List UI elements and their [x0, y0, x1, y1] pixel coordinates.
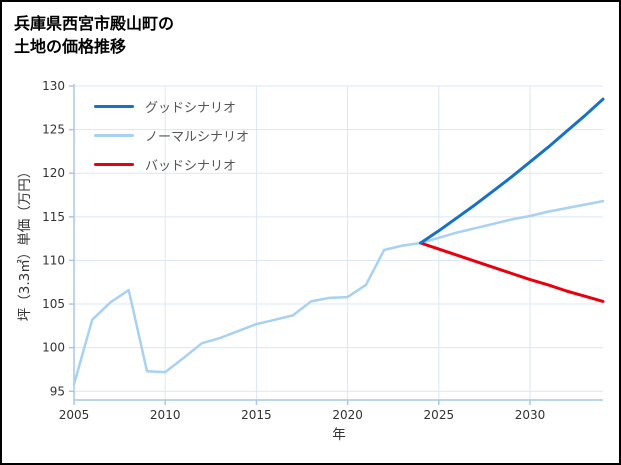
good-scenario-line-swatch [94, 105, 134, 108]
good-scenario-line [419, 97, 605, 245]
y-tick-label: 120 [42, 166, 65, 180]
y-axis-label: 坪（3.3㎡）単価（万円） [17, 164, 33, 322]
normal-scenario-line [72, 199, 605, 386]
legend-item-good-scenario: グッドシナリオ [94, 92, 249, 121]
y-tick-label: 125 [42, 123, 65, 137]
x-tick-label: 2020 [332, 408, 363, 422]
normal-scenario-line-swatch [94, 134, 134, 137]
y-tick-label: 110 [42, 253, 65, 267]
y-tick-label: 100 [42, 341, 65, 355]
legend-label-normal-scenario: ノーマルシナリオ [145, 130, 250, 145]
y-tick-label: 95 [50, 384, 65, 398]
x-tick-label: 2010 [150, 408, 181, 422]
legend-label-good-scenario: グッドシナリオ [145, 101, 237, 116]
legend-item-normal-scenario: ノーマルシナリオ [94, 121, 249, 150]
legend: グッドシナリオ ノーマルシナリオ バッドシナリオ [94, 92, 249, 179]
legend-label-bad-scenario: バッドシナリオ [145, 159, 237, 174]
x-tick-label: 2015 [241, 408, 272, 422]
legend-item-bad-scenario: バッドシナリオ [94, 150, 249, 179]
x-tick-label: 2025 [424, 408, 455, 422]
x-tick-label: 2030 [515, 408, 546, 422]
x-axis-label: 年 [332, 427, 346, 443]
chart-title-line1: 兵庫県西宮市殿山町の [14, 14, 175, 33]
chart-title: 兵庫県西宮市殿山町の 土地の価格推移 [14, 12, 174, 58]
y-tick-label: 130 [42, 79, 65, 93]
bad-scenario-line-swatch [94, 163, 134, 166]
bad-scenario-line [419, 241, 605, 303]
y-tick-label: 105 [42, 297, 65, 311]
x-tick-label: 2005 [59, 408, 90, 422]
y-tick-label: 115 [42, 210, 65, 224]
chart-title-line2: 土地の価格推移 [14, 37, 127, 57]
